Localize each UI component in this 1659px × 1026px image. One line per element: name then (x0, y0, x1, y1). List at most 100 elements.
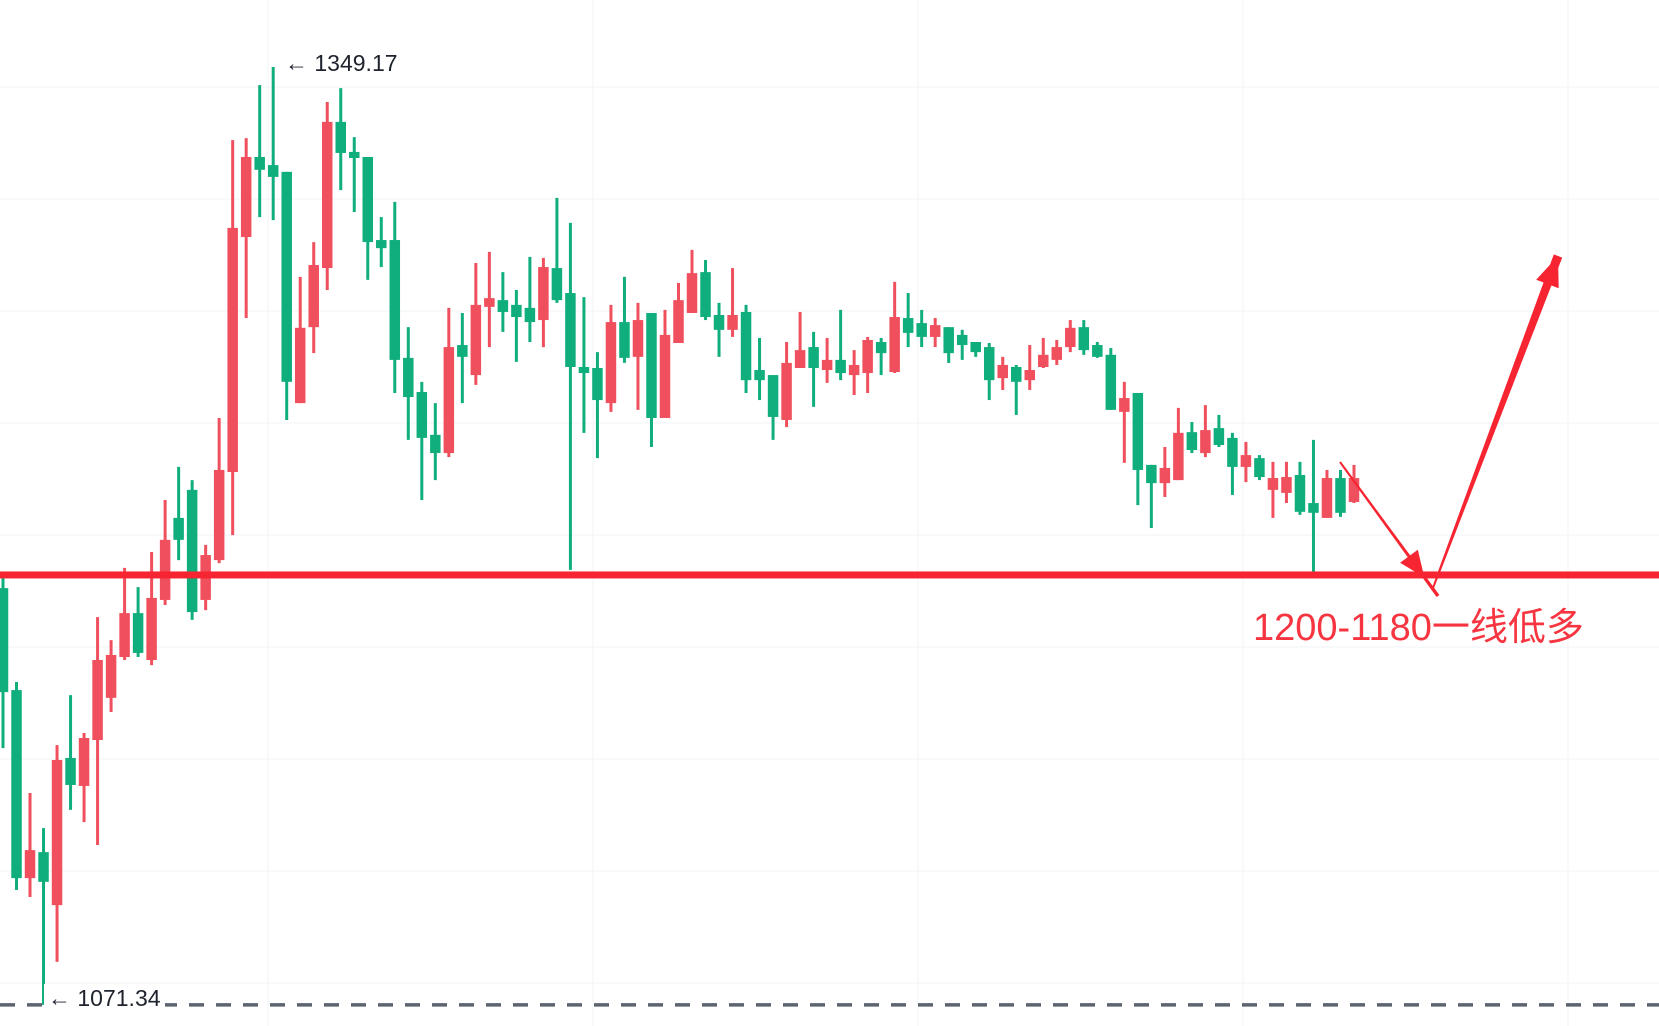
candle-body (65, 757, 76, 785)
candle-body (605, 322, 617, 404)
candle-body (1119, 398, 1130, 412)
candle-body (119, 613, 130, 657)
candle-body (78, 738, 90, 786)
candle-body (24, 850, 36, 879)
candle-body (389, 240, 401, 360)
candle-body (1092, 345, 1103, 357)
candle-body (943, 327, 954, 354)
candle-body (578, 366, 590, 374)
candle-body (889, 317, 900, 373)
candle-body (1227, 437, 1238, 467)
down-trend-arrow-head (1400, 549, 1425, 578)
up-trend-arrow-shaft (1432, 254, 1563, 589)
candle-body (430, 434, 441, 454)
candle-body (619, 322, 630, 358)
candle-body (484, 298, 495, 307)
candle-body (848, 364, 860, 376)
candle-body (349, 151, 360, 159)
candle-body (281, 171, 292, 382)
candle-body (835, 359, 846, 374)
candle-body (646, 312, 657, 418)
candle-body (457, 345, 468, 357)
candle-body (1011, 366, 1022, 382)
candle-body (416, 391, 428, 438)
candle-body (1132, 392, 1144, 470)
candle-body (794, 350, 806, 368)
candle-body (159, 539, 171, 600)
candle-body (132, 613, 144, 653)
candle-body (511, 304, 522, 318)
candle-body (875, 342, 887, 354)
candle-body (1308, 503, 1319, 513)
candle-body (51, 759, 63, 906)
candle-body (970, 342, 981, 353)
candle-body (538, 267, 549, 321)
candle-body (713, 314, 725, 330)
candle-body (267, 165, 279, 177)
candle-body (308, 265, 319, 328)
candle-body (146, 597, 157, 661)
low-price-label: ← 1071.34 (44, 984, 165, 1012)
candle-body (186, 489, 198, 613)
candle-body (565, 293, 576, 367)
candle-body (403, 357, 414, 398)
candle-body (335, 121, 346, 153)
candle-body (754, 370, 765, 381)
candle-body (1254, 458, 1265, 478)
candle-body (1348, 478, 1360, 503)
candle-body (294, 327, 306, 404)
candle-body (1281, 477, 1292, 493)
candle-body (916, 323, 927, 337)
candle-body (956, 334, 968, 346)
candle-body (38, 852, 49, 882)
candle-body (1321, 478, 1333, 518)
candle-body (92, 660, 103, 741)
candle-body (11, 690, 22, 879)
candle-body (727, 314, 738, 330)
candle-body (1240, 455, 1252, 467)
candle-body (227, 227, 238, 472)
candle-body (592, 367, 603, 401)
candle-body (443, 347, 455, 454)
candle-body (0, 588, 9, 693)
candle-body (700, 272, 711, 318)
candle-body (470, 304, 482, 376)
candle-body (254, 156, 265, 170)
candle-body (362, 156, 374, 243)
candle-body (902, 318, 914, 333)
candle-body (1065, 327, 1076, 348)
candle-body (997, 364, 1008, 379)
candle-body (808, 347, 819, 368)
candle-body (173, 517, 184, 540)
candle-body (1173, 432, 1184, 481)
candle-body (1105, 354, 1117, 410)
candle-body (1038, 354, 1049, 367)
candle-body (686, 273, 698, 313)
candle-body (659, 334, 671, 418)
candle-body (240, 156, 252, 238)
up-trend-arrow-head (1536, 256, 1559, 289)
candle-body (767, 375, 779, 417)
support-line (0, 571, 1659, 579)
candle-body (673, 300, 684, 344)
candle-body (983, 347, 995, 381)
candle-body (524, 307, 536, 323)
candle-body (781, 362, 792, 420)
candle-body (1186, 432, 1198, 451)
candle-body (497, 300, 509, 312)
candle-body (929, 325, 941, 337)
candle-body (1159, 467, 1171, 484)
candle-body (551, 268, 563, 301)
candle-body (740, 311, 752, 381)
candle-body (862, 339, 873, 374)
candle-body (105, 654, 117, 698)
candle-body (1078, 327, 1090, 351)
candle-body (1146, 464, 1157, 484)
candle-body (1200, 430, 1211, 454)
candle-body (1335, 478, 1346, 513)
candle-body (632, 320, 644, 357)
candle-body (321, 121, 333, 269)
candle-body (213, 469, 225, 561)
